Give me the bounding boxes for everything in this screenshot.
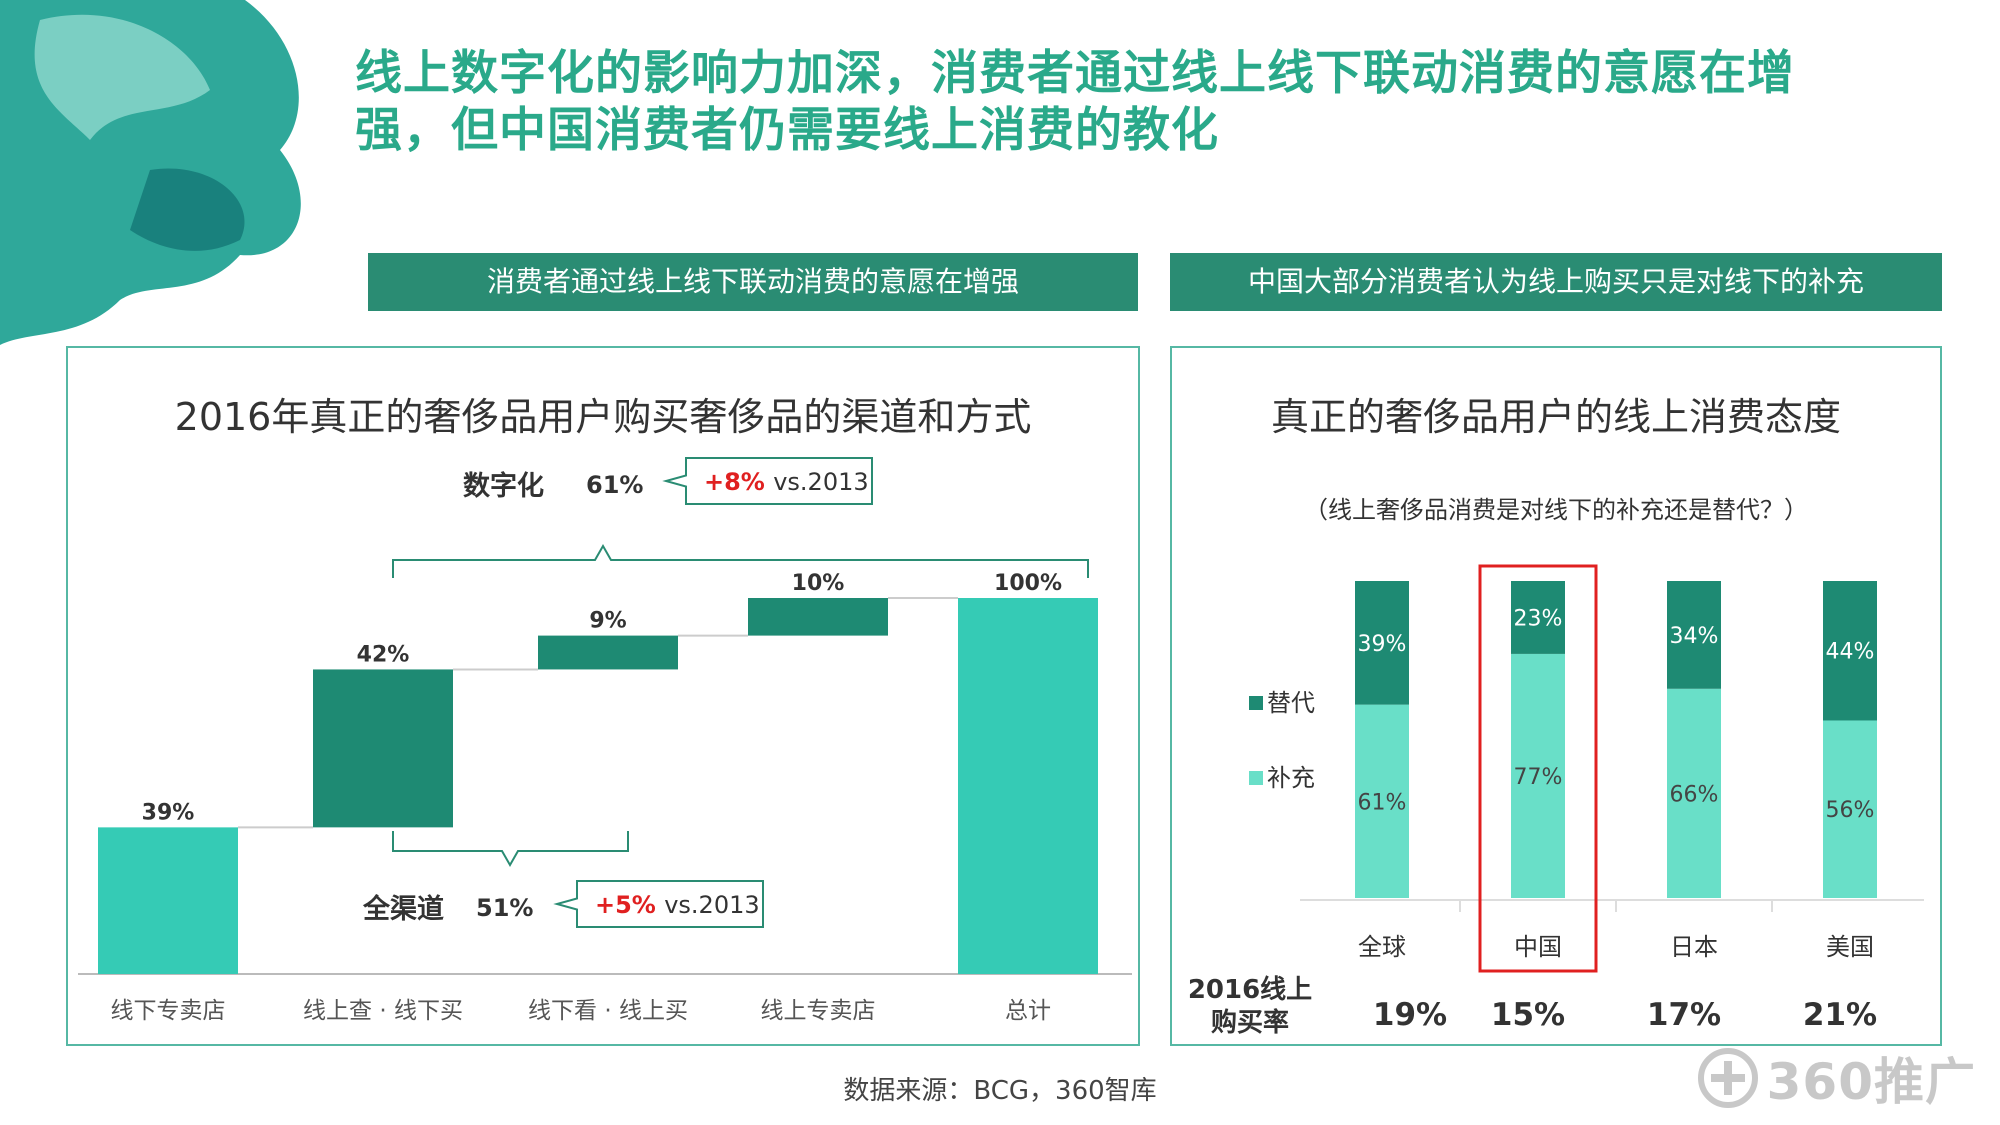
category-label: 线上查 · 线下买 bbox=[303, 998, 463, 1024]
digital-change-value: +8% bbox=[704, 468, 773, 496]
attitude-title: 真正的奢侈品用户的线上消费态度 bbox=[1270, 395, 1841, 439]
online-rate-value: 19% bbox=[1373, 997, 1447, 1033]
stacked-chart: 61% 39% 全球 19% 77% 23% 中国 15% 66% 34% 日本 17% 56% 44% 美… bbox=[1188, 564, 1924, 1038]
omni-vs-year: vs.2013 bbox=[664, 891, 759, 919]
category-label: 线下看 · 线上买 bbox=[528, 998, 688, 1024]
replacement-bar bbox=[1355, 581, 1409, 705]
bar-value-label: 42% bbox=[357, 642, 410, 667]
complement-bar bbox=[1667, 688, 1721, 898]
complement-label: 56% bbox=[1826, 798, 1875, 823]
bar-value-label: 10% bbox=[792, 571, 845, 596]
omni-change-text: +5% vs.2013 bbox=[595, 891, 760, 919]
brand-logo: 360推广 bbox=[1697, 1042, 1976, 1114]
page-title: 线上数字化的影响力加深，消费者通过线上线下联动消费的意愿在增强，但中国消费者仍需… bbox=[355, 46, 1795, 158]
waterfall-bar bbox=[313, 669, 453, 828]
complement-bar bbox=[1355, 704, 1409, 898]
complement-label: 61% bbox=[1358, 790, 1407, 815]
bar-value-label: 9% bbox=[589, 609, 626, 634]
waterfall-bar bbox=[958, 598, 1098, 974]
omni-value: 51% bbox=[476, 894, 533, 922]
digital-value: 61% bbox=[586, 471, 643, 499]
waterfall-title: 2016年真正的奢侈品用户购买奢侈品的渠道和方式 bbox=[174, 395, 1032, 439]
legend-swatch-complement bbox=[1249, 771, 1263, 785]
replacement-label: 34% bbox=[1670, 624, 1719, 649]
online-rate-label-line1: 2016线上 bbox=[1188, 975, 1312, 1005]
omni-brace bbox=[392, 831, 629, 868]
brand-text: 360推广 bbox=[1766, 1053, 1976, 1111]
highlight-frame bbox=[1478, 564, 1598, 973]
waterfall-bar bbox=[538, 635, 678, 670]
omni-label: 全渠道 bbox=[362, 893, 444, 925]
category-label: 线上专卖店 bbox=[761, 998, 876, 1024]
category-label: 线下专卖店 bbox=[111, 998, 226, 1024]
digital-brace bbox=[392, 543, 1089, 578]
plus-circle-icon bbox=[1697, 1048, 1758, 1108]
blob-shadow bbox=[130, 168, 245, 251]
legend-swatch-replacement bbox=[1249, 696, 1263, 710]
category-label: 总计 bbox=[1005, 998, 1051, 1024]
blob-highlight bbox=[34, 14, 211, 140]
category-label: 中国 bbox=[1514, 933, 1562, 961]
data-source: 数据来源：BCG，360智库 bbox=[843, 1076, 1157, 1106]
omni-change-value: +5% bbox=[595, 891, 664, 919]
waterfall-panel: 2016年真正的奢侈品用户购买奢侈品的渠道和方式 39% 线下专卖店 42% 线上查 … bbox=[66, 346, 1140, 1046]
online-rate-value: 17% bbox=[1647, 997, 1721, 1033]
replacement-bar bbox=[1823, 581, 1877, 721]
bar-value-label: 39% bbox=[142, 800, 195, 825]
replacement-label: 44% bbox=[1826, 640, 1875, 665]
attitude-panel: 真正的奢侈品用户的线上消费态度 （线上奢侈品消费是对线下的补充还是替代？） 61… bbox=[1170, 346, 1942, 1046]
replacement-bar bbox=[1667, 581, 1721, 689]
digital-label: 数字化 bbox=[463, 470, 544, 502]
category-label: 日本 bbox=[1670, 933, 1718, 961]
complement-bar bbox=[1511, 653, 1565, 898]
omni-callout-box bbox=[553, 880, 764, 928]
online-rate-value: 21% bbox=[1803, 997, 1877, 1033]
category-label: 全球 bbox=[1358, 933, 1406, 961]
waterfall-bar bbox=[98, 827, 238, 974]
complement-label: 77% bbox=[1514, 765, 1563, 790]
complement-bar bbox=[1823, 720, 1877, 898]
online-rate-label-line2: 购买率 bbox=[1211, 1007, 1289, 1038]
left-banner: 消费者通过线上线下联动消费的意愿在增强 bbox=[368, 253, 1138, 311]
legend-label-complement: 补充 bbox=[1267, 764, 1315, 792]
attitude-subtitle: （线上奢侈品消费是对线下的补充还是替代？） bbox=[1304, 496, 1808, 524]
digital-change-text: +8% vs.2013 bbox=[704, 468, 869, 496]
decorative-blob bbox=[0, 0, 301, 345]
digital-vs-year: vs.2013 bbox=[773, 468, 868, 496]
online-rate-value: 15% bbox=[1491, 997, 1565, 1033]
waterfall-chart: 39% 线下专卖店 42% 线上查 · 线下买 9% 线下看 · 线上买 10% 线上专卖店 1… bbox=[78, 457, 1132, 1024]
legend-label-replacement: 替代 bbox=[1267, 689, 1315, 717]
replacement-label: 23% bbox=[1514, 606, 1563, 631]
category-label: 美国 bbox=[1826, 933, 1874, 961]
replacement-bar bbox=[1511, 581, 1565, 654]
bar-value-label: 100% bbox=[994, 571, 1062, 596]
right-banner: 中国大部分消费者认为线上购买只是对线下的补充 bbox=[1170, 253, 1942, 311]
complement-label: 66% bbox=[1670, 782, 1719, 807]
replacement-label: 39% bbox=[1358, 632, 1407, 657]
digital-callout-box bbox=[662, 457, 873, 505]
waterfall-bar bbox=[748, 598, 888, 636]
